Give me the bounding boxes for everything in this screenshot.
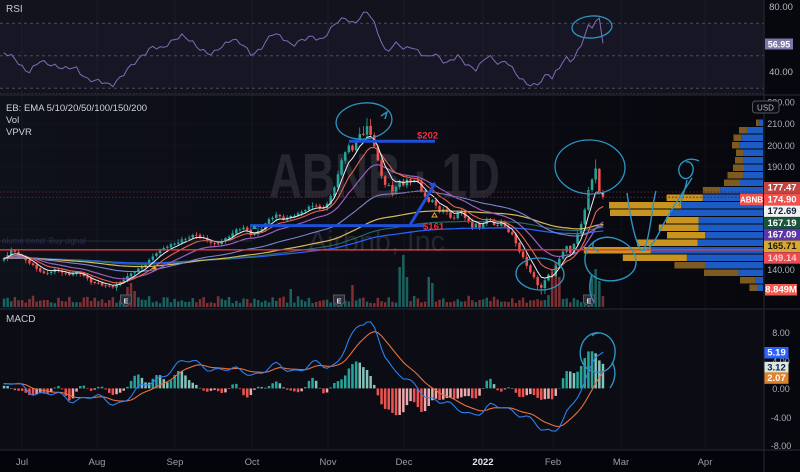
svg-text:140.00: 140.00 — [767, 265, 795, 275]
svg-text:4.00: 4.00 — [772, 356, 790, 366]
svg-text:40.00: 40.00 — [769, 67, 793, 78]
svg-text:165.71: 165.71 — [767, 241, 797, 252]
svg-text:172.69: 172.69 — [767, 206, 796, 217]
svg-text:200.00: 200.00 — [767, 141, 795, 151]
svg-text:220.00: 220.00 — [767, 97, 795, 107]
svg-text:E: E — [336, 297, 341, 306]
svg-text:MACD: MACD — [6, 314, 35, 325]
svg-text:$202: $202 — [417, 131, 438, 142]
svg-text:174.90: 174.90 — [767, 194, 796, 205]
svg-text:-4.00: -4.00 — [771, 413, 792, 423]
svg-text:3.12: 3.12 — [767, 363, 786, 374]
svg-text:ABNB: ABNB — [740, 195, 763, 204]
svg-text:Aug: Aug — [89, 457, 106, 468]
svg-text:0.00: 0.00 — [772, 384, 790, 394]
svg-text:80.00: 80.00 — [769, 2, 793, 13]
svg-text:Sep: Sep — [167, 457, 184, 468]
svg-text:Jul: Jul — [16, 457, 28, 468]
svg-text:2.07: 2.07 — [767, 373, 786, 384]
svg-text:56.95: 56.95 — [768, 40, 791, 50]
svg-text:210.00: 210.00 — [767, 119, 795, 129]
svg-text:Nov: Nov — [320, 457, 337, 468]
svg-text:RSI: RSI — [6, 4, 23, 15]
svg-text:Apr: Apr — [698, 457, 713, 468]
svg-text:E: E — [123, 297, 128, 306]
svg-text:8.849M: 8.849M — [765, 285, 797, 296]
svg-text:Mar: Mar — [613, 457, 629, 468]
svg-text:Dec: Dec — [396, 457, 413, 468]
svg-text:167.19: 167.19 — [767, 218, 796, 229]
svg-text:8.00: 8.00 — [772, 328, 790, 338]
svg-text:149.14: 149.14 — [767, 253, 797, 264]
svg-text:-8.00: -8.00 — [771, 441, 792, 451]
svg-text:2022: 2022 — [472, 457, 493, 468]
svg-text:Airbnb, Inc: Airbnb, Inc — [308, 226, 445, 258]
svg-text:$161: $161 — [423, 222, 445, 233]
svg-text:167.09: 167.09 — [767, 230, 796, 241]
svg-text:5.19: 5.19 — [767, 348, 786, 359]
svg-text:olume trend: Buy signal: olume trend: Buy signal — [2, 237, 86, 246]
svg-text:177.47: 177.47 — [767, 183, 796, 194]
svg-text:EB: EMA 5/10/20/50/100/150/200: EB: EMA 5/10/20/50/100/150/200 — [6, 103, 147, 114]
svg-text:E: E — [586, 297, 591, 306]
svg-text:Oct: Oct — [245, 457, 260, 468]
svg-text:Feb: Feb — [545, 457, 561, 468]
svg-text:USD: USD — [757, 104, 774, 113]
svg-text:Vol: Vol — [6, 115, 19, 126]
svg-text:190.00: 190.00 — [767, 162, 795, 172]
svg-text:VPVR: VPVR — [6, 127, 32, 138]
